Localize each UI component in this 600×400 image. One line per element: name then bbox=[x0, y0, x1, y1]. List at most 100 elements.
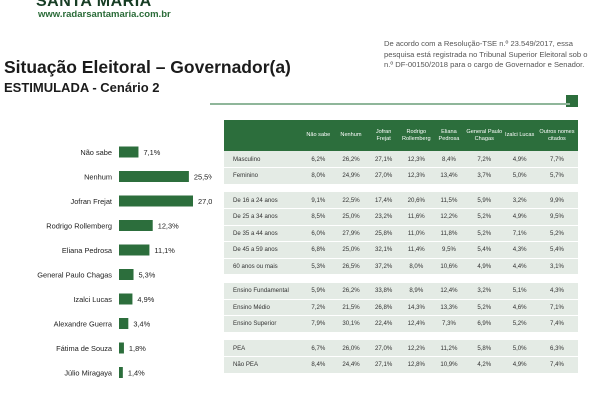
table-cell: 5,9% bbox=[465, 192, 504, 209]
data-bar bbox=[119, 195, 193, 207]
table-cell: 11,0% bbox=[399, 225, 433, 242]
value-label: 1,8% bbox=[129, 344, 146, 353]
table-body: Masculino 6,2% 26,2% 27,1% 12,3% 8,4% 7,2% 4,9%… bbox=[224, 151, 578, 374]
table-cell: 7,2% bbox=[465, 151, 504, 168]
table-cell: 3,2% bbox=[465, 282, 504, 300]
column-header: General Paulo Chagas bbox=[465, 120, 504, 151]
category-label: Rodrigo Rollemberg bbox=[46, 222, 112, 231]
value-label: 7,1% bbox=[143, 148, 160, 157]
table-cell: 5,2% bbox=[465, 299, 504, 316]
table-row: Feminino 8,0% 24,9% 27,0% 12,3% 13,4% 3,7% 5,0%… bbox=[224, 167, 578, 185]
table-cell: 11,4% bbox=[399, 241, 433, 259]
category-label: Alexandre Guerra bbox=[54, 320, 113, 329]
table-header-row: Não sabe Nenhum Jofran Frejat Rodrigo Rolle… bbox=[224, 120, 578, 151]
row-spacer bbox=[224, 184, 578, 192]
table-cell: 30,1% bbox=[334, 315, 368, 333]
table-cell: 12,4% bbox=[432, 282, 466, 300]
table-cell: 7,4% bbox=[536, 315, 578, 333]
category-label: Júlio Miragaya bbox=[64, 369, 113, 378]
table-cell: 12,2% bbox=[399, 340, 433, 357]
table-cell: 5,9% bbox=[302, 282, 335, 300]
value-label: 12,3% bbox=[158, 222, 179, 231]
row-label: De 35 a 44 anos bbox=[224, 225, 302, 242]
value-label: 1,4% bbox=[128, 369, 145, 378]
registration-note: De acordo com a Resolução-TSE n.º 23.549… bbox=[384, 39, 588, 69]
crosstab-table-container: Não sabe Nenhum Jofran Frejat Rodrigo Rolle… bbox=[224, 120, 578, 374]
data-bar bbox=[119, 318, 129, 329]
table-cell: 33,8% bbox=[367, 282, 400, 300]
table-cell: 26,8% bbox=[367, 299, 400, 316]
table-cell: 4,3% bbox=[536, 282, 578, 300]
column-header: Jofran Frejat bbox=[367, 120, 400, 151]
row-label: Masculino bbox=[224, 151, 302, 168]
table-cell: 26,5% bbox=[334, 258, 368, 275]
column-header: Eliana Pedrosa bbox=[432, 120, 466, 151]
value-label: 25,5% bbox=[194, 173, 212, 182]
category-label: Eliana Pedrosa bbox=[62, 246, 113, 255]
chart-title: Situação Eleitoral – Governador(a) bbox=[4, 57, 291, 77]
table-cell: 6,2% bbox=[302, 151, 335, 168]
chart-subtitle: ESTIMULADA - Cenário 2 bbox=[4, 80, 160, 95]
table-row: De 25 a 34 anos 8,5% 25,0% 23,2% 11,6% 12,2% 5… bbox=[224, 208, 578, 226]
data-bar bbox=[119, 293, 133, 305]
column-header: Nenhum bbox=[334, 120, 368, 151]
row-label: Feminino bbox=[224, 167, 302, 185]
row-label: Não PEA bbox=[224, 356, 302, 374]
table-row: Masculino 6,2% 26,2% 27,1% 12,3% 8,4% 7,2% 4,9%… bbox=[224, 151, 578, 168]
table-cell: 3,1% bbox=[536, 258, 578, 275]
data-bar bbox=[119, 269, 134, 280]
table-cell: 20,6% bbox=[399, 192, 433, 209]
table-cell: 7,9% bbox=[302, 315, 335, 333]
table-cell: 9,5% bbox=[536, 208, 578, 226]
table-cell: 11,2% bbox=[432, 340, 466, 357]
table-cell: 27,0% bbox=[367, 340, 400, 357]
table-cell: 4,9% bbox=[503, 356, 536, 374]
table-row: Ensino Fundamental 5,9% 26,2% 33,8% 8,9% 12,4… bbox=[224, 282, 578, 300]
row-label: PEA bbox=[224, 340, 302, 357]
table-cell: 27,1% bbox=[367, 356, 400, 374]
data-bar bbox=[119, 244, 150, 256]
table-cell: 14,3% bbox=[399, 299, 433, 316]
table-cell: 25,0% bbox=[334, 208, 368, 226]
table-cell: 8,9% bbox=[399, 282, 433, 300]
table-row: De 35 a 44 anos 6,0% 27,9% 25,8% 11,0% 11,8% 5… bbox=[224, 225, 578, 242]
table-cell: 4,9% bbox=[465, 258, 504, 275]
category-label: Izalci Lucas bbox=[73, 295, 112, 304]
table-cell: 7,7% bbox=[536, 151, 578, 168]
category-label: Nenhum bbox=[84, 173, 112, 182]
table-cell: 24,9% bbox=[334, 167, 368, 185]
table-cell: 12,2% bbox=[432, 208, 466, 226]
table-cell: 22,4% bbox=[367, 315, 400, 333]
table-cell: 11,8% bbox=[432, 225, 466, 242]
table-cell: 4,3% bbox=[503, 241, 536, 259]
column-header: Não sabe bbox=[302, 120, 335, 151]
table-cell: 7,4% bbox=[536, 356, 578, 374]
table-cell: 5,2% bbox=[465, 208, 504, 226]
row-label: De 16 a 24 anos bbox=[224, 192, 302, 209]
data-bar bbox=[119, 171, 189, 182]
row-spacer bbox=[224, 274, 578, 283]
row-label: Ensino Médio bbox=[224, 299, 302, 316]
table-cell: 5,2% bbox=[465, 225, 504, 242]
data-bar bbox=[119, 367, 123, 378]
table-cell: 3,7% bbox=[465, 167, 504, 185]
site-url[interactable]: www.radarsantamaria.com.br bbox=[38, 9, 171, 20]
table-cell: 4,2% bbox=[465, 356, 504, 374]
table-cell: 6,7% bbox=[302, 340, 335, 357]
crosstab-table: Não sabe Nenhum Jofran Frejat Rodrigo Rolle… bbox=[224, 120, 578, 374]
table-cell: 8,4% bbox=[302, 356, 335, 374]
row-label: Ensino Fundamental bbox=[224, 282, 302, 300]
column-header: Outros nomes citados bbox=[536, 120, 578, 151]
table-cell: 12,3% bbox=[399, 151, 433, 168]
table-cell: 5,4% bbox=[465, 241, 504, 259]
table-cell: 10,9% bbox=[432, 356, 466, 374]
table-cell: 9,9% bbox=[536, 192, 578, 209]
table-cell: 10,6% bbox=[432, 258, 466, 275]
row-label: 60 anos ou mais bbox=[224, 258, 302, 275]
table-cell: 4,6% bbox=[503, 299, 536, 316]
table-cell: 6,9% bbox=[465, 315, 504, 333]
table-cell: 7,1% bbox=[536, 299, 578, 316]
table-cell: 8,4% bbox=[432, 151, 466, 168]
spacer-cell bbox=[224, 274, 578, 283]
accent-square bbox=[566, 95, 578, 107]
